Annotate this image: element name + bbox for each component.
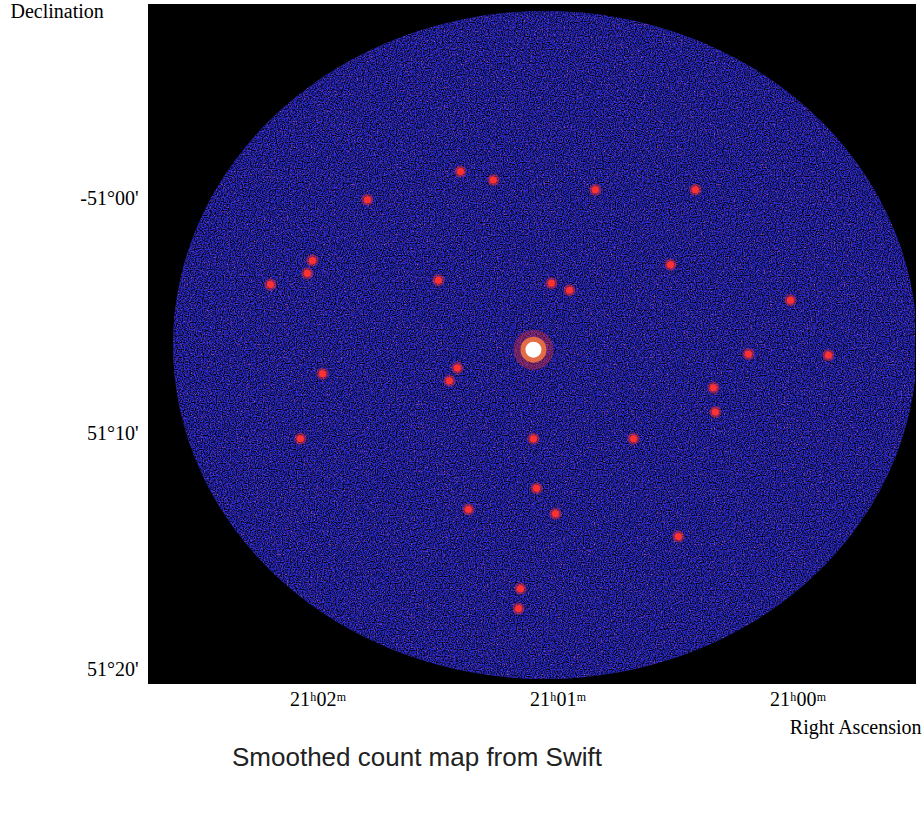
html-text:Smoothed count map from Swift: Smoothed count map from Swift [232, 742, 602, 772]
svg-text:51°20': 51°20' [87, 658, 139, 680]
svg-text:21ʰ01ᵐ: 21ʰ01ᵐ [530, 688, 586, 710]
svg-text:51°10': 51°10' [87, 422, 139, 444]
svg-text:-51°00': -51°00' [80, 187, 138, 209]
svg-text:21ʰ02ᵐ: 21ʰ02ᵐ [290, 688, 346, 710]
svg-text:Declination: Declination [11, 0, 104, 22]
svg-text:Right Ascension: Right Ascension [790, 716, 922, 739]
svg-text:21ʰ00ᵐ: 21ʰ00ᵐ [770, 688, 826, 710]
